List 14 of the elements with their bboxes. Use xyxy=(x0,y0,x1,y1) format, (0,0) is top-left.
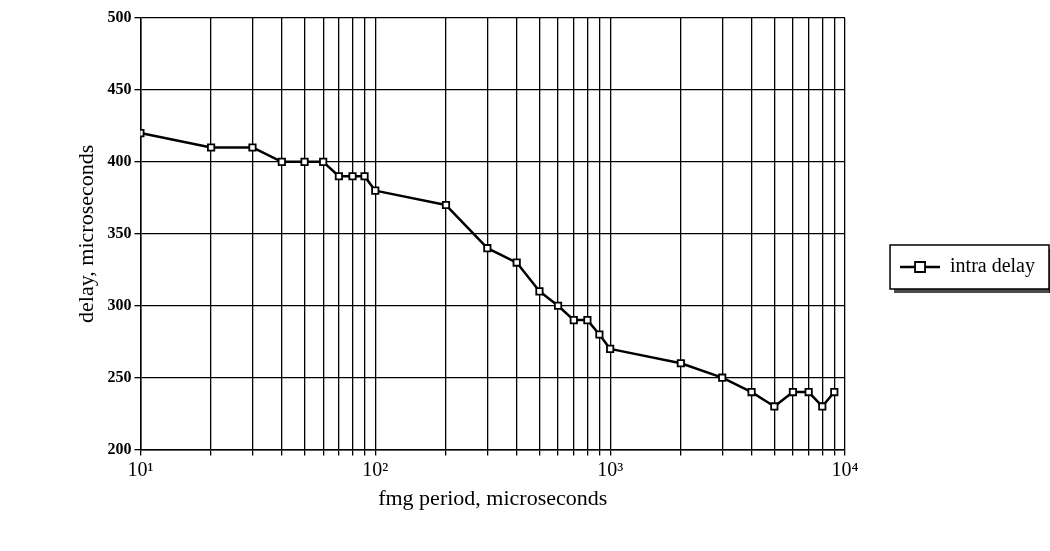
y-tick-label: 500 xyxy=(107,8,132,26)
y-axis-title: delay, microseconds xyxy=(72,144,98,323)
y-tick-label: 450 xyxy=(107,80,132,98)
x-tick-label: 10⁴ xyxy=(831,457,859,480)
legend-label: intra delay xyxy=(950,254,1036,278)
y-tick-label: 250 xyxy=(107,367,132,385)
y-tick-label: 400 xyxy=(107,152,132,170)
x-tick-label: 10³ xyxy=(597,457,624,480)
x-tick-label: 10¹ xyxy=(127,457,154,480)
y-tick-label: 350 xyxy=(107,223,132,241)
y-tick-label: 300 xyxy=(107,295,132,313)
y-tick-label: 200 xyxy=(107,439,132,457)
x-tick-label: 10² xyxy=(362,457,389,480)
x-axis-title: fmg period, microseconds xyxy=(378,484,608,510)
